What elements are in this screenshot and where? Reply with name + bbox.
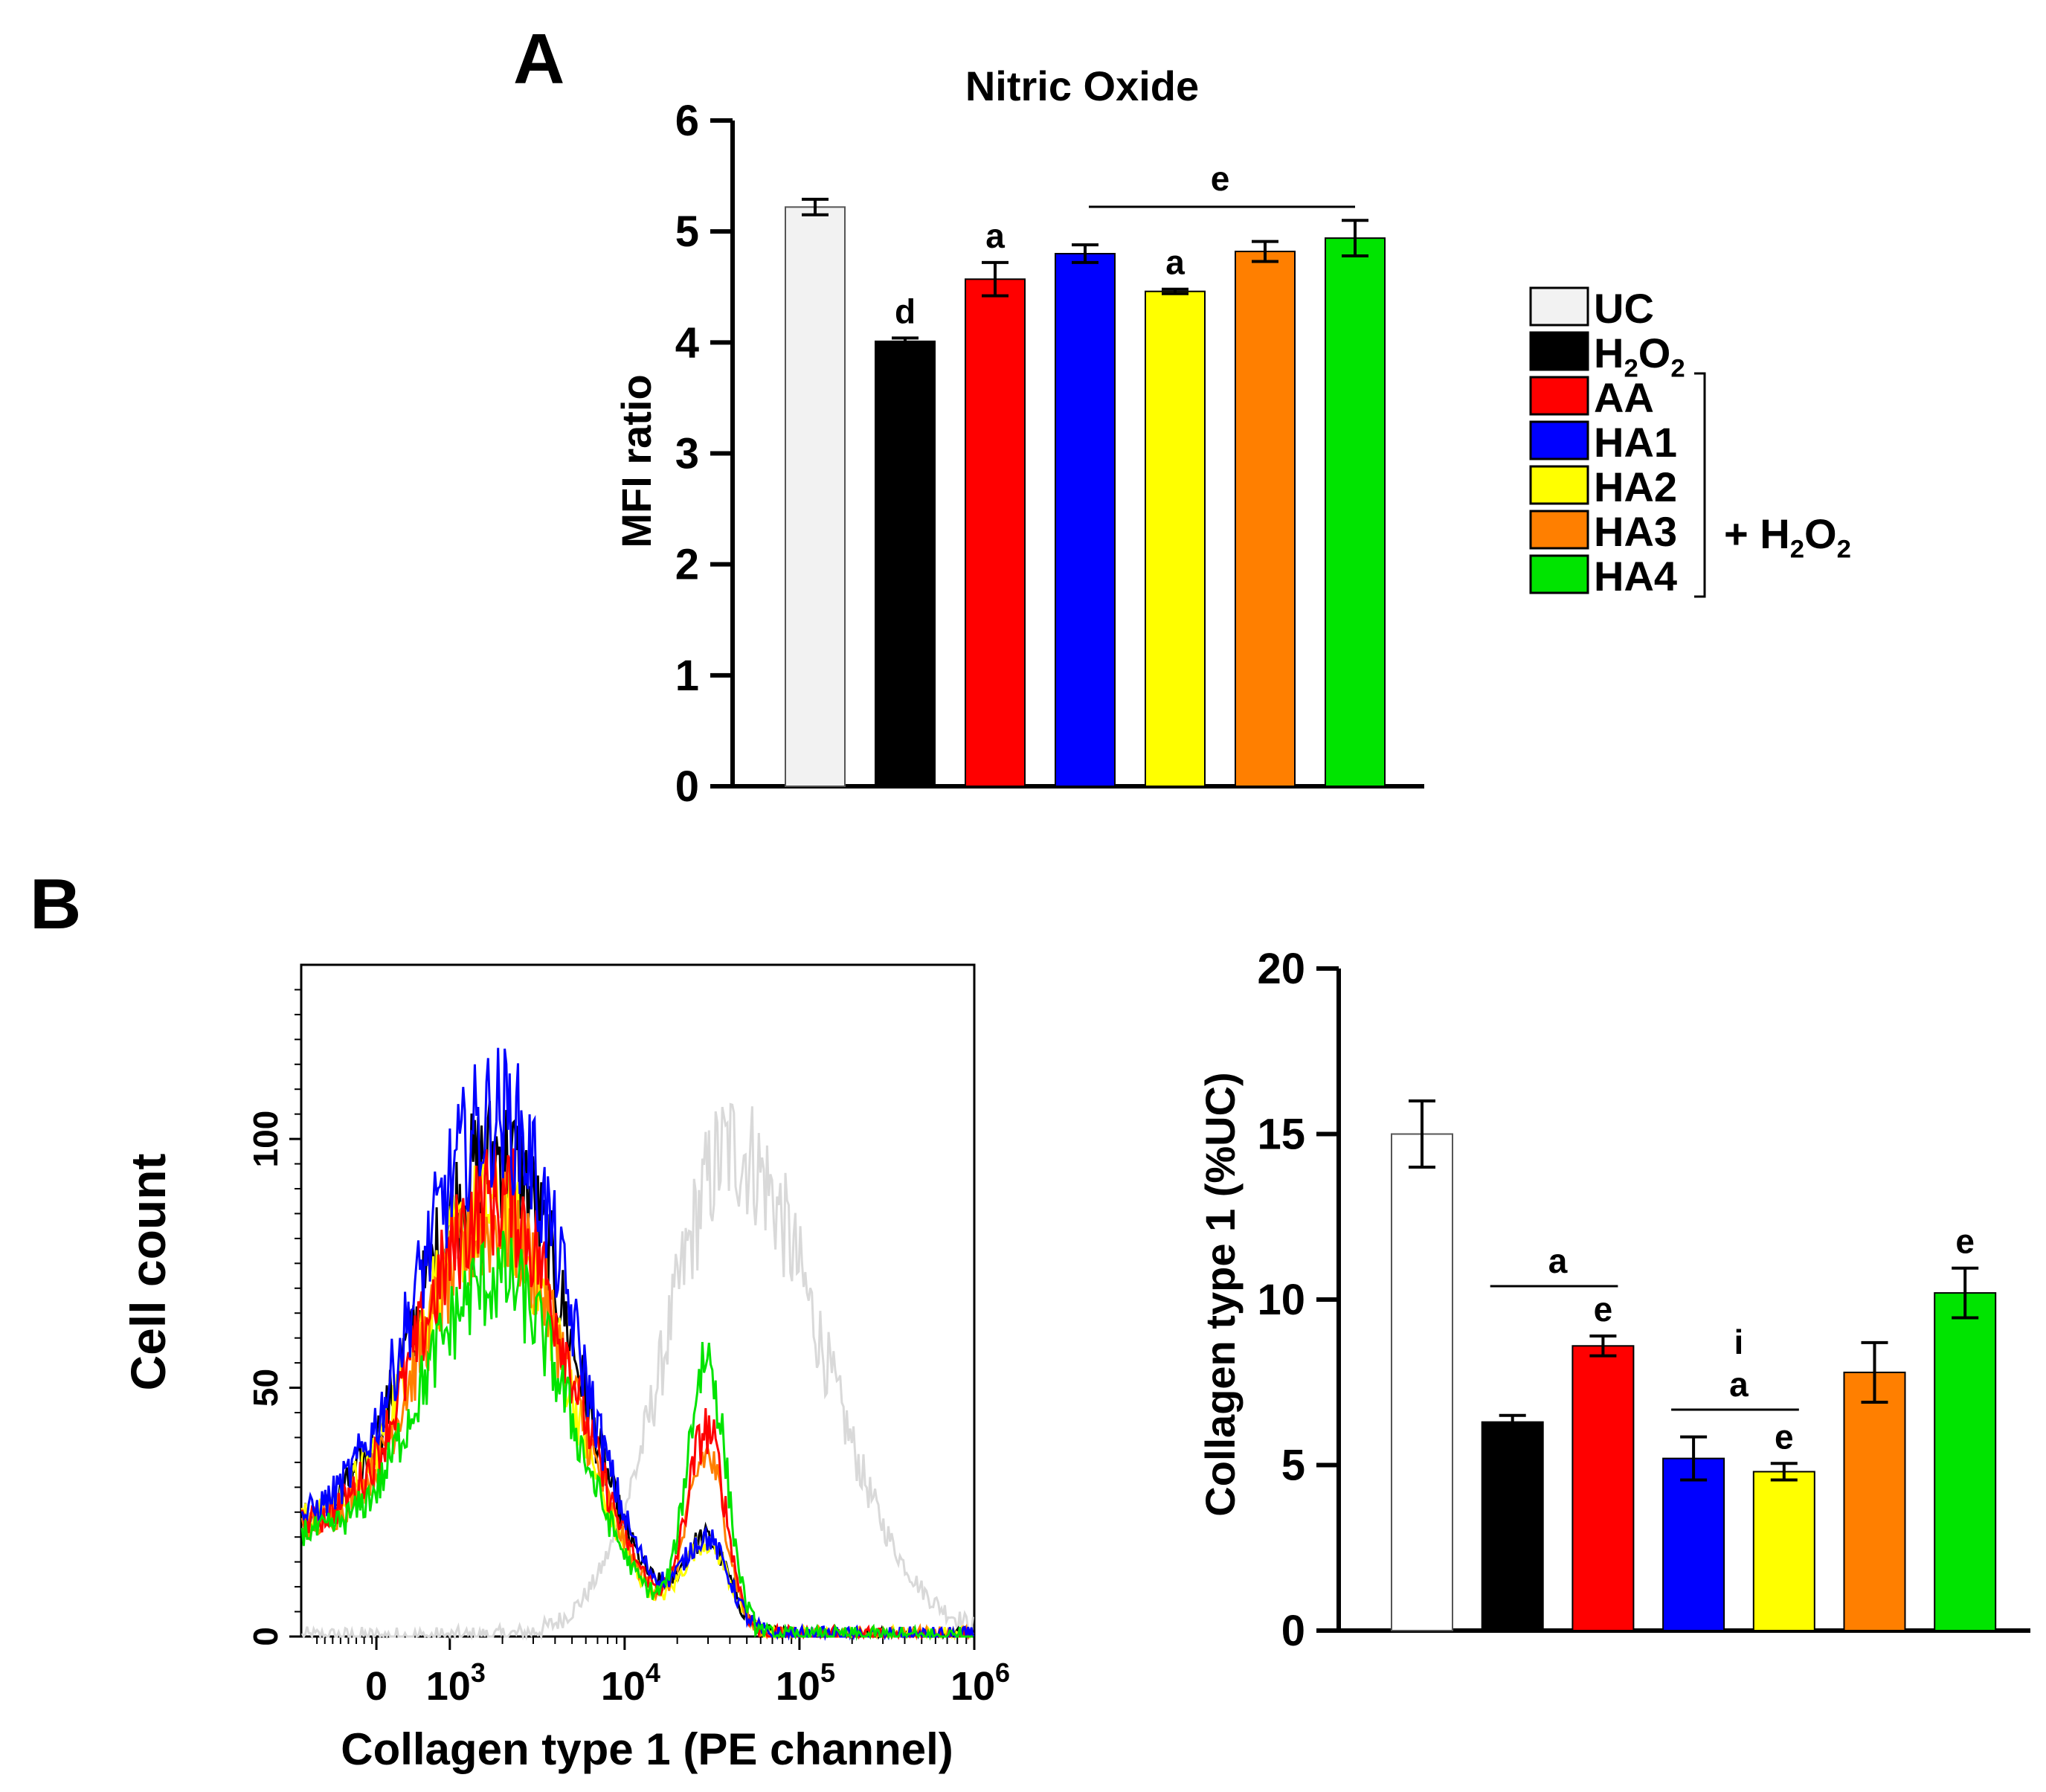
legend-bracket	[1694, 372, 1706, 598]
chart-a-bar-annotation: d	[895, 292, 916, 330]
histogram-x-tick-label: 106	[950, 1657, 1010, 1709]
chart-a-bar	[1145, 290, 1206, 787]
chart-a-nitric-oxide: Nitric Oxide MFI ratio 0 1 2 3 4 5 6 d a a e	[613, 62, 1424, 811]
histogram-series-uc	[300, 1102, 974, 1641]
chart-a-bar-annotation: a	[1165, 243, 1185, 282]
chart-a-bar	[1055, 253, 1116, 787]
histogram-series-ha3	[300, 1172, 974, 1641]
histogram-frame	[300, 963, 976, 1638]
chart-b-bar	[1662, 1457, 1725, 1631]
chart-a-bar	[1235, 251, 1296, 787]
chart-b-bar	[1391, 1133, 1453, 1631]
histogram-y-tick-label: 100	[246, 1111, 285, 1168]
chart-b-ylabel: Collagen type 1 (%UC)	[1197, 1072, 1244, 1516]
legend-bracket-label: + H2O2	[1724, 510, 1851, 563]
chart-a-y-tick-label: 6	[675, 97, 699, 145]
chart-b-y-tick-label: 20	[1257, 945, 1305, 993]
chart-b-group-annotation: a	[1548, 1242, 1568, 1280]
histogram-series-ha1	[300, 1047, 974, 1641]
chart-b-group-extra: i	[1734, 1323, 1744, 1361]
legend-label: AA	[1594, 374, 1654, 421]
chart-b-bar-annotation: e	[1955, 1222, 1975, 1261]
chart-b-group-annotation: a	[1729, 1365, 1749, 1404]
legend-swatch	[1529, 420, 1589, 460]
legend-swatch	[1529, 331, 1589, 371]
chart-a-ylabel: MFI ratio	[613, 374, 660, 547]
chart-a-y-tick-label: 3	[675, 430, 699, 478]
chart-a-bar	[875, 340, 936, 787]
legend-label: UC	[1594, 285, 1654, 332]
chart-b-bar	[1752, 1471, 1815, 1632]
chart-a-bar	[965, 278, 1026, 787]
legend-label: HA4	[1594, 553, 1677, 600]
legend-swatch	[1529, 286, 1589, 327]
histogram-ylabel: Cell count	[120, 1153, 176, 1390]
chart-a-y-tick-label: 2	[675, 541, 699, 589]
panel-label-a: A	[513, 19, 564, 99]
chart-b-bar	[1934, 1292, 1997, 1631]
chart-a-y-tick-label: 0	[675, 762, 699, 811]
chart-a-group-annotation: e	[1211, 159, 1230, 198]
chart-b-bar	[1481, 1421, 1544, 1632]
histogram-x-tick-label: 105	[776, 1657, 835, 1709]
legend-label: HA1	[1594, 419, 1677, 466]
legend-swatch	[1529, 554, 1589, 594]
chart-a-bar-annotation: a	[985, 216, 1005, 255]
histogram-y-tick-label: 0	[246, 1627, 285, 1646]
chart-b-y-tick-label: 0	[1281, 1607, 1305, 1655]
chart-a-bar	[785, 206, 846, 788]
legend-swatch	[1529, 510, 1589, 550]
chart-b-bar	[1572, 1345, 1635, 1632]
histogram-x-tick-label: 0	[365, 1664, 387, 1709]
legend-swatch	[1529, 376, 1589, 416]
histogram-y-tick-label: 50	[246, 1369, 285, 1407]
chart-a-title: Nitric Oxide	[965, 62, 1199, 109]
chart-b-bar-annotation: e	[1594, 1290, 1613, 1329]
chart-a-y-tick-label: 1	[675, 652, 699, 700]
chart-b-y-tick-label: 10	[1257, 1276, 1305, 1324]
chart-a-y-tick-label: 5	[675, 208, 699, 256]
chart-b-y-tick-label: 15	[1257, 1111, 1305, 1159]
histogram-x-tick-label: 103	[426, 1657, 486, 1709]
chart-b-y-tick-label: 5	[1281, 1442, 1305, 1490]
histogram-series-aa	[300, 1144, 974, 1640]
chart-b-bar	[1843, 1371, 1906, 1632]
legend-label: HA3	[1594, 508, 1677, 555]
chart-a-bar	[1325, 237, 1386, 788]
histogram-xlabel: Collagen type 1 (PE channel)	[341, 1724, 953, 1774]
legend-label: H2O2	[1594, 330, 1685, 382]
histogram-series-ha4	[300, 1230, 974, 1641]
histogram-x-tick-label: 104	[601, 1657, 660, 1709]
legend-label: HA2	[1594, 463, 1677, 510]
panel-label-b: B	[30, 864, 81, 944]
legend-swatch	[1529, 465, 1589, 505]
chart-b-bar-annotation: e	[1775, 1417, 1794, 1456]
chart-a-y-tick-label: 4	[675, 318, 699, 367]
chart-b-histogram: Cell count Collagen type 1 (PE channel) …	[120, 963, 1010, 1774]
